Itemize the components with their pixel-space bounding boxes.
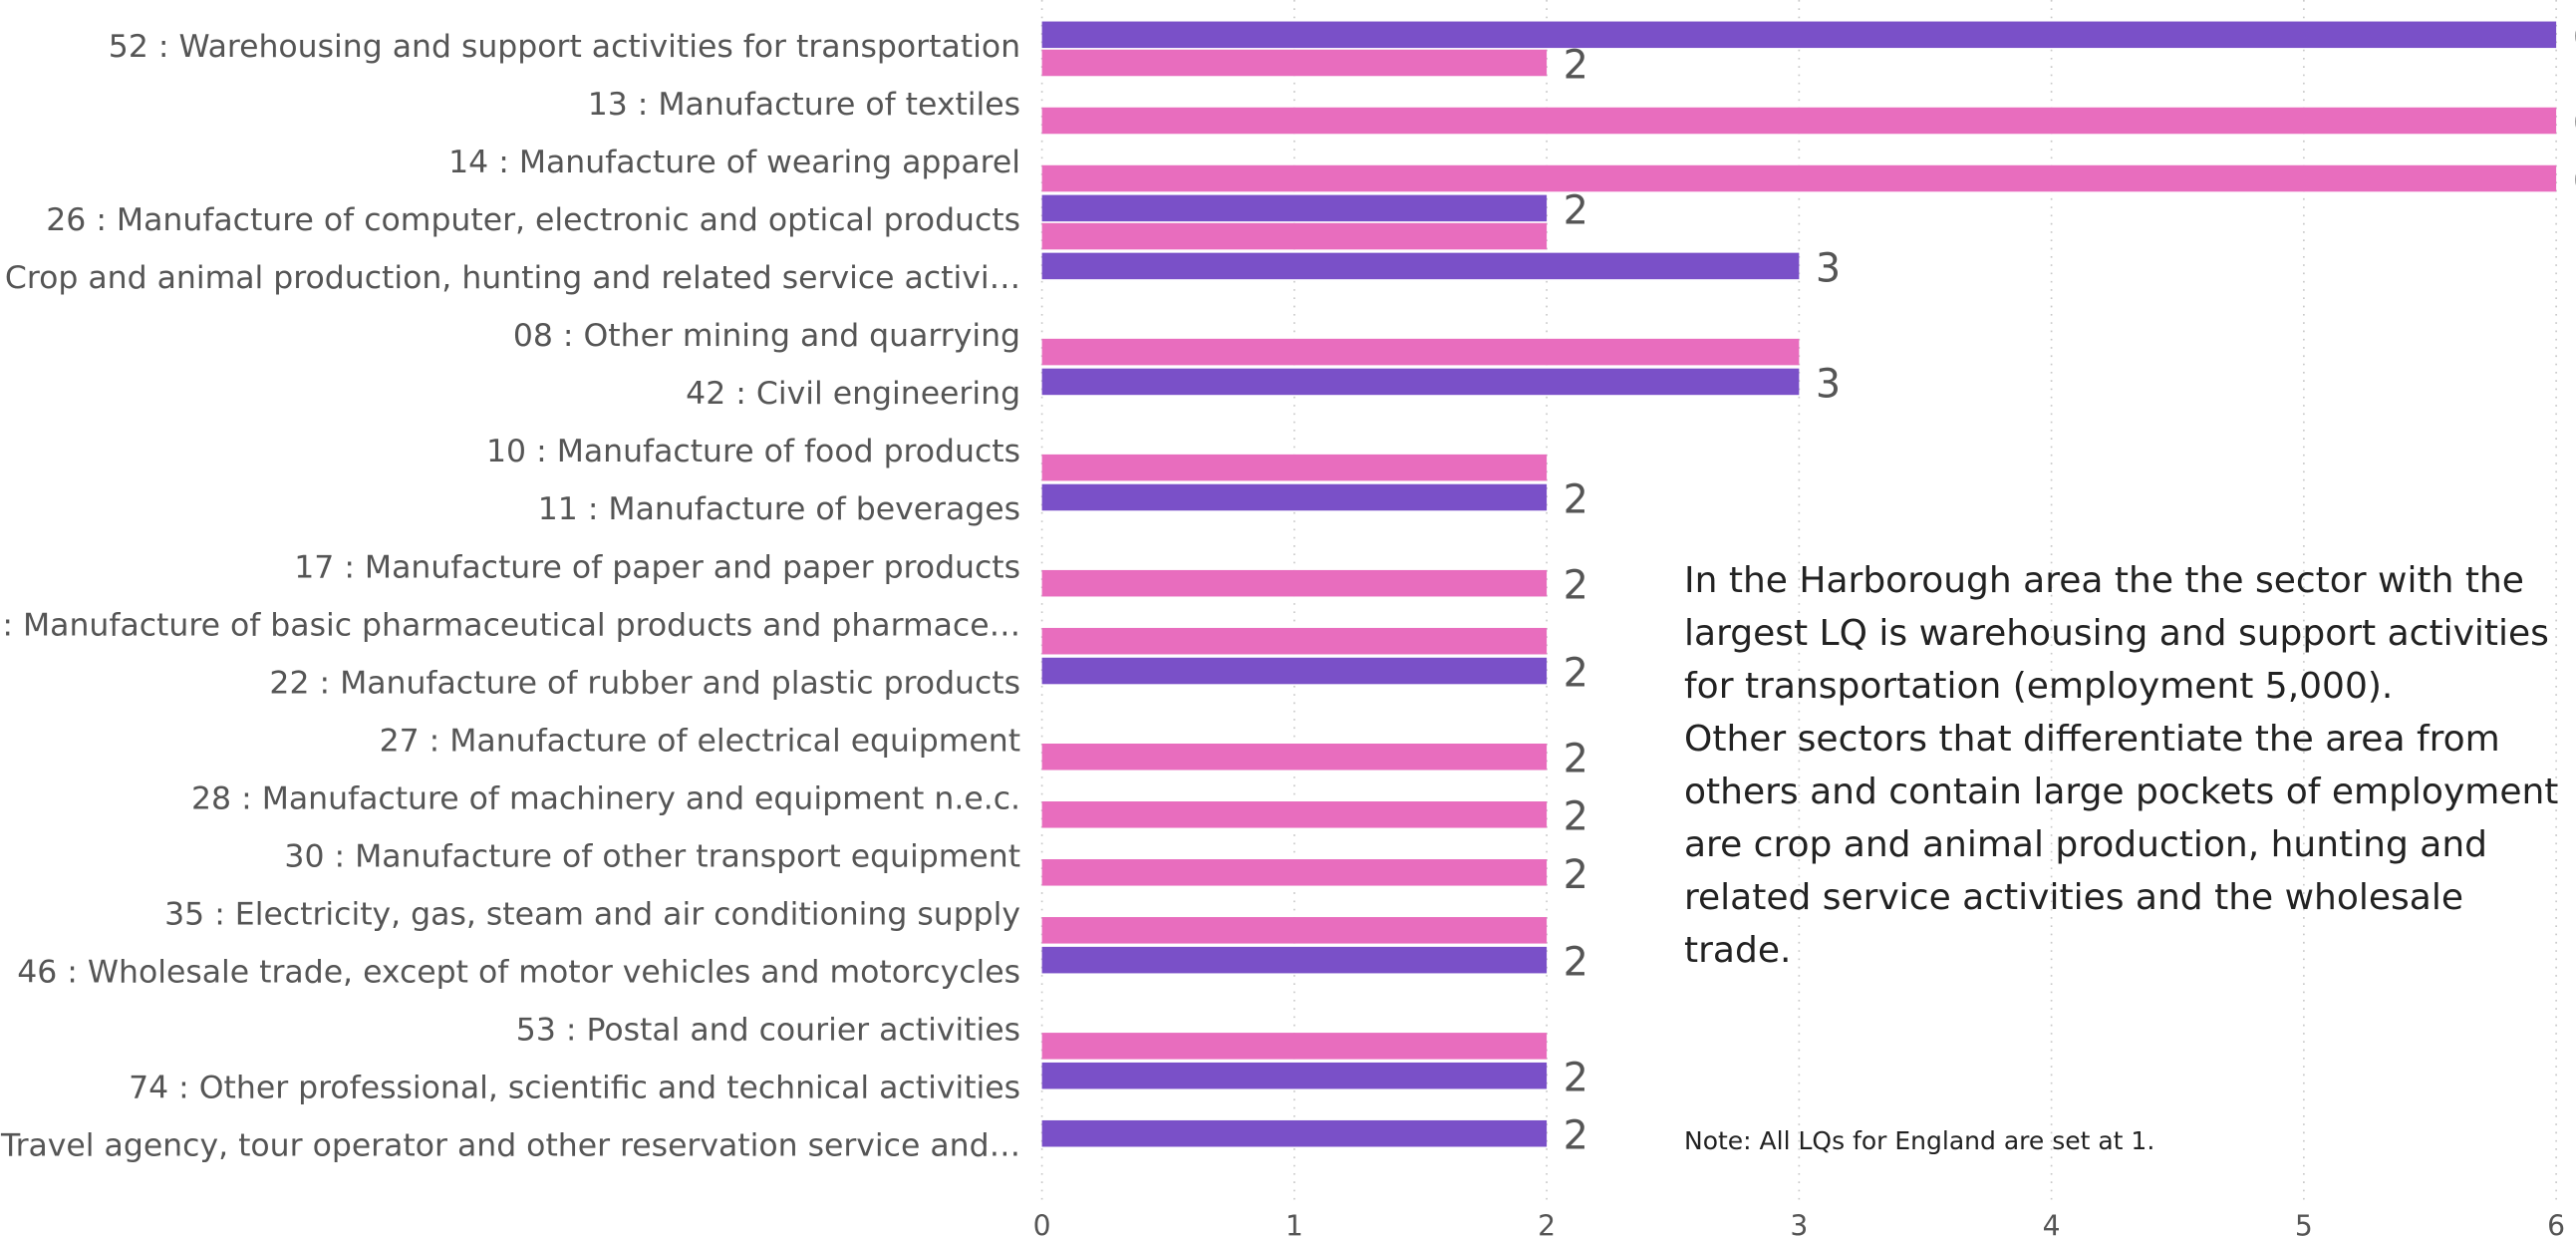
- annotation: In the Harborough area the the sector wi…: [1684, 554, 2576, 977]
- data-label: 6: [2573, 100, 2576, 146]
- data-label: 2: [1564, 42, 1588, 88]
- bar: [1041, 743, 1548, 771]
- note: Note: All LQs for England are set at 1.: [1684, 1126, 2155, 1155]
- bar: [1041, 483, 1548, 511]
- data-label: 3: [1816, 361, 1841, 407]
- category-label: 22 : Manufacture of rubber and plastic p…: [269, 665, 1020, 701]
- category-label: 53 : Postal and courier activities: [516, 1012, 1020, 1048]
- data-label: 6: [2573, 158, 2576, 204]
- bar: [1041, 859, 1548, 886]
- data-label: 2: [1564, 563, 1588, 609]
- category-label: 08 : Other mining and quarrying: [513, 318, 1020, 354]
- data-label: 3: [1816, 245, 1841, 291]
- data-label: 6: [2573, 14, 2576, 60]
- x-tick-label: 5: [2295, 1210, 2313, 1236]
- category-label: 17 : Manufacture of paper and paper prod…: [294, 549, 1020, 585]
- data-label: 2: [1564, 794, 1588, 840]
- category-label: 13 : Manufacture of textiles: [588, 87, 1020, 123]
- bar: [1041, 49, 1548, 77]
- data-label: 2: [1564, 1056, 1588, 1101]
- data-label: 2: [1564, 476, 1588, 522]
- category-label: 01 : Crop and animal production, hunting…: [0, 260, 1020, 296]
- x-tick-label: 2: [1538, 1210, 1556, 1236]
- x-tick-label: 0: [1033, 1210, 1051, 1236]
- category-label: 42 : Civil engineering: [686, 376, 1020, 412]
- bar: [1041, 569, 1548, 597]
- category-label: 27 : Manufacture of electrical equipment: [380, 723, 1020, 759]
- annotation-text: In the Harborough area the the sector wi…: [1684, 560, 2549, 707]
- data-label: 2: [1564, 852, 1588, 898]
- bar: [1041, 1062, 1548, 1089]
- bar: [1041, 657, 1548, 685]
- category-label: 74 : Other professional, scientific and …: [129, 1070, 1020, 1105]
- data-label: 2: [1564, 940, 1588, 986]
- data-label: 2: [1564, 187, 1588, 233]
- bar: [1041, 194, 1548, 222]
- data-label: 2: [1564, 737, 1588, 782]
- bar: [1041, 252, 1800, 280]
- x-tick-label: 3: [1790, 1210, 1808, 1236]
- category-label: 28 : Manufacture of machinery and equipm…: [191, 780, 1020, 816]
- category-label: 30 : Manufacture of other transport equi…: [284, 838, 1020, 874]
- category-label: 11 : Manufacture of beverages: [538, 491, 1020, 527]
- bar: [1041, 946, 1548, 974]
- data-label: 2: [1564, 651, 1588, 697]
- bar: [1041, 1119, 1548, 1147]
- category-label: 35 : Electricity, gas, steam and air con…: [164, 896, 1020, 932]
- bar: [1041, 164, 2557, 192]
- bar: [1041, 368, 1800, 396]
- category-label: 10 : Manufacture of food products: [486, 434, 1020, 469]
- category-label: 79 : Travel agency, tour operator and ot…: [0, 1127, 1020, 1163]
- bar: [1041, 21, 2557, 49]
- bar: [1041, 627, 1548, 655]
- bar: [1041, 917, 1548, 944]
- category-label: 14 : Manufacture of wearing apparel: [448, 145, 1020, 180]
- x-tick-label: 1: [1286, 1210, 1303, 1236]
- x-tick-label: 6: [2547, 1210, 2565, 1236]
- category-label: 46 : Wholesale trade, except of motor ve…: [17, 954, 1020, 990]
- bar: [1041, 338, 1800, 366]
- bar: [1041, 454, 1548, 481]
- annotation-text: Other sectors that differentiate the are…: [1684, 719, 2559, 971]
- bar: [1041, 107, 2557, 135]
- category-label: 21 : Manufacture of basic pharmaceutical…: [0, 607, 1020, 643]
- category-label: 52 : Warehousing and support activities …: [109, 29, 1020, 65]
- bar: [1041, 1033, 1548, 1060]
- bar: [1041, 222, 1548, 250]
- category-label: 26 : Manufacture of computer, electronic…: [46, 202, 1020, 238]
- data-label: 2: [1564, 1113, 1588, 1159]
- bar: [1041, 801, 1548, 828]
- x-tick-label: 4: [2043, 1210, 2061, 1236]
